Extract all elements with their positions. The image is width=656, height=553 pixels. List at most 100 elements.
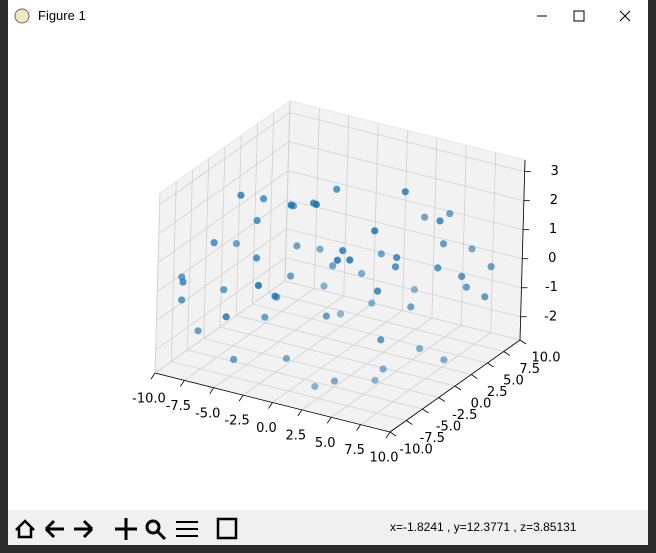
forward-button[interactable] xyxy=(74,519,94,539)
tick-mark xyxy=(150,372,156,380)
x-tick-label: 10.0 xyxy=(370,451,399,466)
home-button[interactable] xyxy=(15,519,35,539)
grid-line xyxy=(268,292,504,352)
y-tick-label: -10.0 xyxy=(399,443,433,458)
point xyxy=(373,287,382,295)
maximize-button[interactable] xyxy=(573,10,585,22)
point xyxy=(458,272,466,281)
grid-line xyxy=(460,145,467,326)
grid-line xyxy=(203,338,439,398)
point xyxy=(407,303,415,311)
z-tick-label: 1 xyxy=(549,222,557,237)
grid-line xyxy=(372,123,379,304)
point xyxy=(312,200,320,209)
tick-mark xyxy=(487,362,494,368)
x-tick-label: 5.0 xyxy=(315,436,336,451)
grid-line xyxy=(219,326,456,387)
point xyxy=(391,263,400,271)
grid-line xyxy=(187,169,193,351)
point xyxy=(333,256,342,264)
point xyxy=(339,247,347,255)
y-tick-label: 2.5 xyxy=(487,385,508,400)
point xyxy=(377,250,385,258)
grid-line xyxy=(252,303,488,364)
tick-mark xyxy=(385,431,391,439)
save-button[interactable] xyxy=(216,517,238,540)
grid-line xyxy=(236,315,472,375)
point xyxy=(282,354,291,363)
grid-line xyxy=(343,115,350,296)
x-tick-label: -5.0 xyxy=(195,406,220,421)
grid-line xyxy=(431,137,438,318)
point xyxy=(468,245,476,253)
grid-line xyxy=(159,112,290,205)
grid-line xyxy=(154,192,161,374)
grid-line xyxy=(219,146,226,328)
point xyxy=(329,262,337,270)
tick-mark xyxy=(180,380,185,387)
tick-mark xyxy=(209,387,215,394)
app-icon xyxy=(14,8,30,24)
point xyxy=(179,278,187,286)
title-icons xyxy=(14,8,631,24)
grid-line xyxy=(203,158,210,339)
close-button[interactable] xyxy=(619,10,631,22)
grid-line xyxy=(287,199,523,260)
point xyxy=(254,281,263,290)
tick-mark xyxy=(356,424,361,431)
x-tick-label: 7.5 xyxy=(344,443,365,458)
point xyxy=(320,282,328,290)
point xyxy=(333,185,341,193)
point xyxy=(253,216,261,225)
point xyxy=(410,286,419,294)
grid-line xyxy=(287,170,524,231)
point xyxy=(439,240,448,248)
grid-line xyxy=(402,130,408,311)
grid-line xyxy=(286,228,522,289)
configure-button[interactable] xyxy=(176,521,198,537)
z-tick-label: -2 xyxy=(544,309,557,324)
grid-line xyxy=(313,108,320,289)
grid-line xyxy=(285,257,521,318)
point xyxy=(416,345,424,353)
grid-line xyxy=(155,257,286,351)
point xyxy=(336,310,345,318)
pan-button[interactable] xyxy=(115,518,137,540)
back-button[interactable] xyxy=(44,519,64,539)
y-axis-line xyxy=(389,339,521,433)
y-tick-label: 10.0 xyxy=(532,351,561,366)
y-tick-label: 0.0 xyxy=(471,397,492,412)
point xyxy=(377,336,385,344)
point xyxy=(311,382,319,391)
toolbar-buttons xyxy=(15,517,238,541)
x-axis-line xyxy=(154,372,391,433)
point xyxy=(260,195,268,203)
point xyxy=(446,209,454,218)
tick-mark xyxy=(438,397,445,402)
x-tick-label: 0.0 xyxy=(256,421,277,436)
point xyxy=(393,253,401,262)
toolbar: x=-1.8241 , y=12.3771 , z=3.85131 xyxy=(8,510,648,545)
point xyxy=(237,191,245,199)
grid-line xyxy=(284,280,521,341)
grid-line xyxy=(157,170,289,264)
point xyxy=(434,264,442,272)
tick-mark xyxy=(238,394,244,402)
z-tick-label: -1 xyxy=(545,280,558,295)
point xyxy=(252,254,261,262)
tick-mark xyxy=(326,417,332,424)
tick-mark xyxy=(422,408,429,414)
tick-mark xyxy=(406,420,413,425)
point xyxy=(322,312,330,320)
y-tick-label: 7.5 xyxy=(519,362,540,377)
point xyxy=(481,293,489,301)
grid-line xyxy=(187,349,423,410)
grid-line xyxy=(170,181,177,362)
grid-line xyxy=(158,141,290,234)
z-tick-label: 3 xyxy=(551,164,559,179)
zoom-button[interactable] xyxy=(145,519,167,541)
point xyxy=(286,272,295,280)
x-tick-label: -7.5 xyxy=(166,399,191,414)
point xyxy=(330,377,339,385)
